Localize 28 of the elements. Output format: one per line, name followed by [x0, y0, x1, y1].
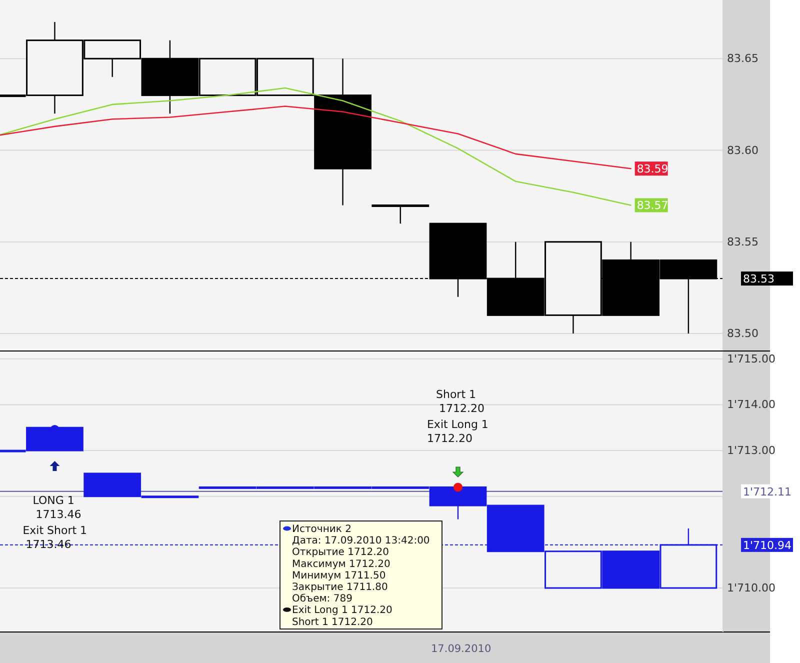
data-label: 83.59: [636, 162, 668, 176]
annotation: Exit Long 1 1712.20: [426, 418, 488, 445]
candlestick: [372, 204, 430, 224]
annotation: Дата: 17.09.2010 13:42:00: [292, 536, 430, 547]
annotation: Открытие 1712.20: [292, 547, 389, 558]
ref-line-label: 83.53: [743, 272, 774, 286]
y-tick-label: 1'715.00: [727, 352, 776, 366]
annotation: Максимум 1712.20: [292, 558, 390, 570]
y-tick-label: 1'713.00: [727, 444, 776, 458]
y-tick-label: 83.65: [727, 52, 758, 66]
annotation: Exit Short 1 1713.46: [22, 524, 88, 551]
annotation: Short 1 1712.20: [292, 616, 373, 628]
data-label: 83.57: [636, 199, 668, 212]
annotation: Exit Long 1 1712.20: [292, 605, 392, 616]
y-tick-label: 83.55: [727, 235, 758, 248]
annotation: Минимум 1711.50: [292, 570, 386, 582]
ref-line-label: 1'712.11: [743, 485, 792, 498]
annotation: Объем: 789: [292, 594, 352, 605]
annotation: Закрытие 1711.80: [292, 582, 388, 593]
y-tick-label: 1'714.00: [727, 398, 776, 412]
y-tick-label: 83.60: [727, 144, 758, 157]
text: 17.09.2010: [431, 643, 492, 655]
y-tick-label: 1'710.00: [727, 582, 776, 595]
annotation: LONG 1 1713.46: [32, 494, 82, 521]
annotation: Источник 2: [292, 524, 352, 535]
ref-line-label: 1'710.94: [743, 538, 792, 552]
annotation: Short 1 1712.20: [436, 388, 484, 415]
y-tick-label: 83.50: [727, 327, 758, 340]
